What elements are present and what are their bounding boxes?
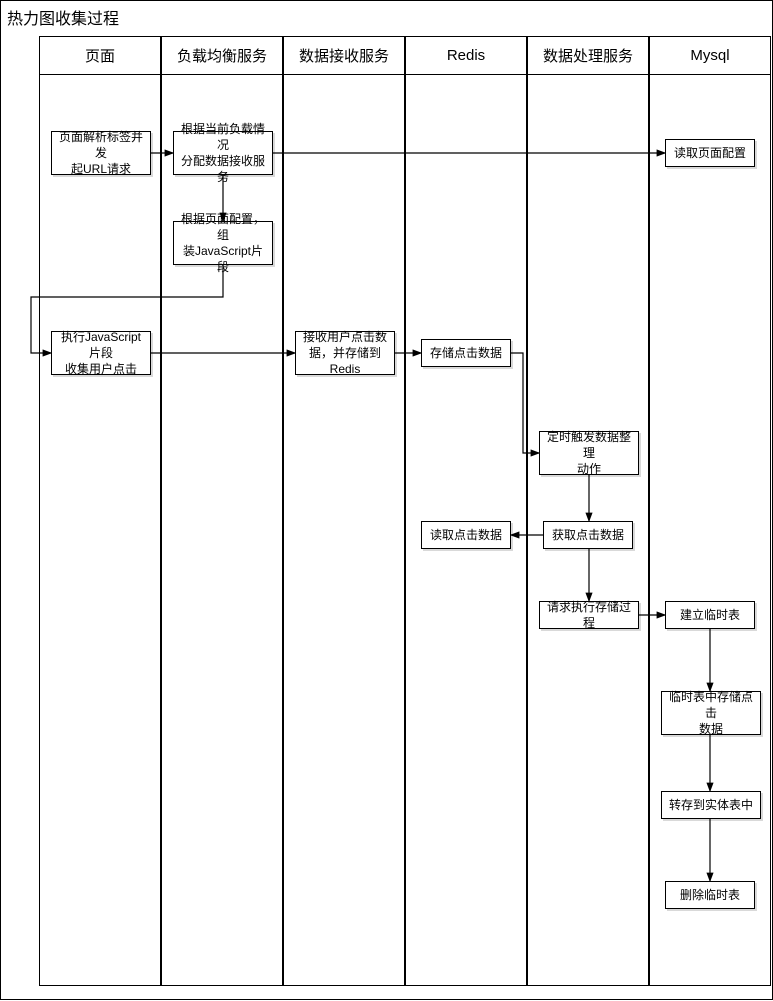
swimlane-page: 页面 xyxy=(39,36,161,986)
node-n11: 请求执行存储过程 xyxy=(539,601,639,629)
swimlane-redis: Redis xyxy=(405,36,527,986)
swimlane-recv: 数据接收服务 xyxy=(283,36,405,986)
swimlane-header-redis: Redis xyxy=(406,37,526,75)
node-n2: 根据当前负载情况分配数据接收服务 xyxy=(173,131,273,175)
swimlane-header-mysql: Mysql xyxy=(650,37,770,75)
node-n6: 接收用户点击数据，并存储到Redis xyxy=(295,331,395,375)
node-n1: 页面解析标签并发起URL请求 xyxy=(51,131,151,175)
diagram-frame: 热力图收集过程 页面负载均衡服务数据接收服务Redis数据处理服务Mysql 页… xyxy=(0,0,773,1000)
node-n3: 读取页面配置 xyxy=(665,139,755,167)
diagram-title: 热力图收集过程 xyxy=(7,5,119,29)
swimlane-header-recv: 数据接收服务 xyxy=(284,37,404,75)
node-n8: 定时触发数据整理动作 xyxy=(539,431,639,475)
node-n12: 建立临时表 xyxy=(665,601,755,629)
node-n15: 删除临时表 xyxy=(665,881,755,909)
swimlane-header-proc: 数据处理服务 xyxy=(528,37,648,75)
node-n14: 转存到实体表中 xyxy=(661,791,761,819)
swimlane-header-page: 页面 xyxy=(40,37,160,75)
node-n7: 存储点击数据 xyxy=(421,339,511,367)
swimlane-mysql: Mysql xyxy=(649,36,771,986)
node-n13: 临时表中存储点击数据 xyxy=(661,691,761,735)
node-n4: 根据页面配置，组装JavaScript片段 xyxy=(173,221,273,265)
node-n9: 读取点击数据 xyxy=(421,521,511,549)
swimlane-proc: 数据处理服务 xyxy=(527,36,649,986)
swimlane-header-lb: 负载均衡服务 xyxy=(162,37,282,75)
node-n5: 执行JavaScript片段收集用户点击 xyxy=(51,331,151,375)
node-n10: 获取点击数据 xyxy=(543,521,633,549)
